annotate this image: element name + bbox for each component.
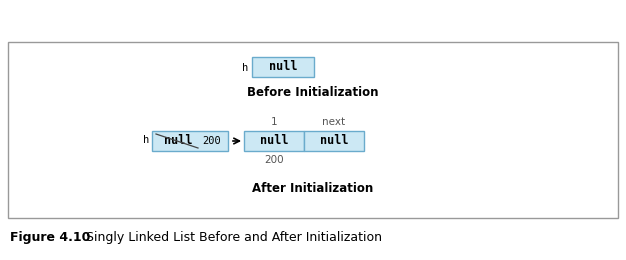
Text: next: next bbox=[322, 117, 346, 127]
Text: null: null bbox=[164, 134, 192, 147]
Text: 200: 200 bbox=[264, 155, 284, 165]
Text: null: null bbox=[260, 134, 288, 147]
Text: Before Initialization: Before Initialization bbox=[247, 86, 379, 99]
Text: Figure 4.10: Figure 4.10 bbox=[10, 231, 90, 244]
Bar bbox=[8, 42, 618, 218]
Text: h: h bbox=[242, 63, 248, 73]
Text: 200: 200 bbox=[203, 136, 222, 146]
Text: After Initialization: After Initialization bbox=[252, 181, 374, 194]
Text: 1: 1 bbox=[270, 117, 277, 127]
Bar bbox=[304, 131, 364, 151]
Text: Singly Linked List Before and After Initialization: Singly Linked List Before and After Init… bbox=[82, 231, 382, 244]
Bar bbox=[152, 131, 228, 151]
Text: h: h bbox=[143, 135, 149, 145]
Text: null: null bbox=[320, 134, 348, 147]
Bar bbox=[244, 131, 304, 151]
Text: null: null bbox=[269, 61, 297, 74]
Bar bbox=[252, 57, 314, 77]
